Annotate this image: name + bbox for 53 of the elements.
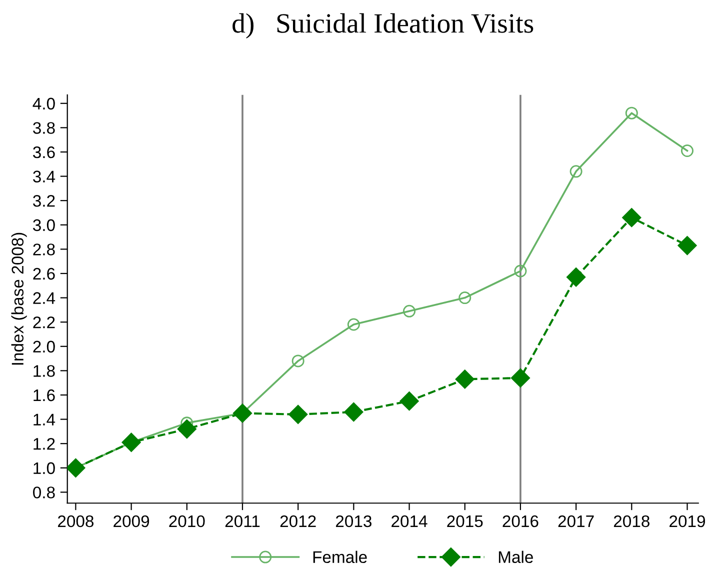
- x-tick-label: 2011: [225, 515, 260, 528]
- point: [622, 208, 642, 228]
- point: [403, 304, 416, 318]
- legend-label: Female: [313, 550, 367, 564]
- point: [288, 404, 308, 424]
- y-tick-label: 2.4: [33, 292, 56, 304]
- y-tick-label: 0.8: [33, 486, 55, 498]
- y-tick-label: 2.8: [33, 244, 55, 256]
- point: [680, 144, 694, 158]
- x-tick-label: 2018: [614, 515, 650, 528]
- x-tick-label: 2019: [670, 515, 705, 528]
- x-tick-label: 2012: [280, 515, 316, 528]
- y-tick-label: 3.2: [33, 194, 55, 207]
- point: [678, 236, 697, 256]
- point: [510, 368, 530, 388]
- point: [67, 458, 86, 478]
- y-tick-label: 1.8: [34, 365, 55, 377]
- point: [566, 268, 586, 287]
- y-tick-label: 3.4: [33, 170, 56, 182]
- legend-label: Male: [498, 550, 533, 564]
- x-tick-label: 2013: [336, 515, 372, 528]
- x-tick-label: 2015: [447, 515, 483, 528]
- point: [177, 419, 196, 439]
- y-tick-label: 1.0: [34, 462, 55, 474]
- x-tick-label: 2008: [58, 515, 94, 528]
- point: [625, 106, 638, 120]
- point: [292, 354, 304, 368]
- y-tick-label: 4.0: [32, 98, 55, 110]
- y-tick-label: 1.6: [34, 389, 55, 402]
- y-tick-label: 3.0: [33, 219, 55, 232]
- x-tick-label: 2014: [392, 515, 428, 528]
- x-tick-label: 2010: [169, 515, 205, 528]
- y-tick-label: 2.2: [33, 316, 55, 328]
- point: [570, 165, 582, 178]
- y-tick-label: 1.4: [34, 414, 56, 426]
- y-tick-label: 3.8: [33, 122, 55, 134]
- point: [232, 404, 252, 423]
- point: [514, 264, 527, 278]
- y-tick-label: 2.0: [33, 340, 55, 353]
- y-tick-label: 3.6: [33, 146, 55, 158]
- point: [347, 318, 360, 331]
- y-axis-title: Index (base 2008): [11, 232, 27, 365]
- point: [400, 392, 419, 411]
- chart-title: d) Suicidal Ideation Visits: [232, 13, 534, 38]
- point: [344, 402, 364, 422]
- x-tick-label: 2009: [114, 515, 150, 528]
- y-tick-label: 2.6: [33, 268, 55, 280]
- point: [122, 432, 141, 452]
- x-tick-label: 2017: [558, 515, 594, 528]
- point: [455, 370, 474, 389]
- x-tick-label: 2016: [502, 515, 538, 528]
- point: [458, 292, 472, 304]
- y-tick-label: 1.2: [34, 438, 55, 450]
